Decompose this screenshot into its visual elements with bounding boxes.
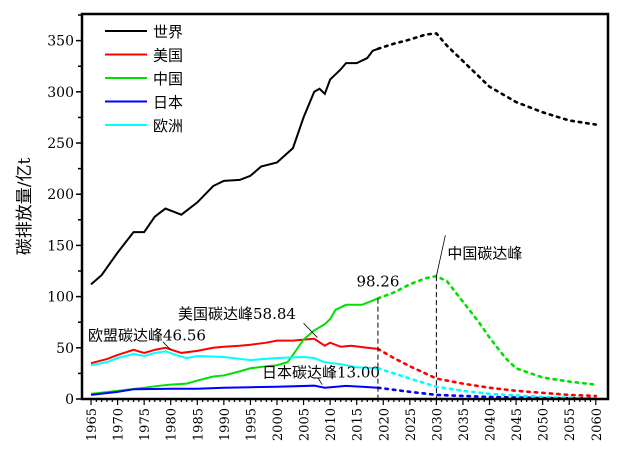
series-projection-美国	[376, 347, 598, 398]
annotation-china-peak: 中国碳达峰	[447, 245, 522, 263]
annotation-china-2019: 98.26	[356, 273, 399, 291]
series-projection-世界	[376, 32, 598, 126]
y-tick-label: 350	[47, 34, 74, 50]
eu-peak-leader	[162, 341, 172, 351]
series-line-欧洲	[90, 350, 378, 370]
x-tick-label: 2005	[298, 408, 313, 441]
x-tick-label: 2000	[271, 408, 286, 441]
legend-label-世界: 世界	[153, 23, 183, 41]
x-tick-label: 2015	[351, 408, 366, 441]
x-tick-label: 1985	[191, 408, 206, 441]
y-tick-label: 200	[47, 187, 74, 203]
legend-label-欧洲: 欧洲	[153, 117, 183, 135]
us-peak-leader	[303, 322, 318, 338]
x-tick-label: 1995	[244, 408, 259, 441]
legend-label-日本: 日本	[153, 94, 183, 112]
series-line-中国	[90, 297, 379, 395]
x-tick-label: 1980	[165, 408, 180, 441]
x-tick-label: 2030	[430, 408, 445, 441]
china-peak-leader	[435, 235, 446, 277]
series-projection-欧洲	[376, 366, 598, 400]
y-tick-label: 300	[47, 85, 74, 101]
series-line-美国	[90, 337, 379, 365]
x-tick-label: 2055	[563, 408, 578, 441]
x-tick-label: 2020	[377, 408, 392, 441]
x-tick-label: 1970	[112, 408, 127, 441]
y-tick-label: 0	[65, 392, 74, 408]
legend-label-中国: 中国	[153, 70, 183, 88]
y-tick-label: 50	[56, 341, 74, 357]
x-tick-label: 2025	[404, 408, 419, 441]
y-tick-label: 250	[47, 136, 74, 152]
x-tick-label: 1975	[138, 408, 153, 441]
x-tick-label: 1965	[85, 408, 100, 441]
annotation-us-peak: 美国碳达峰58.84	[178, 305, 296, 323]
x-tick-label: 2035	[457, 408, 472, 441]
y-axis-label: 碳排放量/亿t	[15, 158, 35, 256]
x-tick-label: 1990	[218, 408, 233, 441]
x-tick-label: 2045	[510, 408, 525, 441]
annotation-eu-peak: 欧盟碳达峰46.56	[88, 327, 206, 345]
plot-frame	[80, 12, 610, 401]
x-tick-label: 2050	[537, 408, 552, 441]
x-tick-label: 2060	[590, 408, 605, 441]
japan-peak-leader	[318, 378, 323, 385]
y-tick-label: 150	[47, 238, 74, 254]
series-projection-中国	[376, 274, 598, 386]
x-tick-label: 2010	[324, 408, 339, 441]
annotation-japan-peak: 日本碳达峰13.00	[262, 363, 380, 381]
y-tick-label: 100	[47, 290, 74, 306]
series-line-世界	[90, 47, 379, 286]
legend-label-美国: 美国	[153, 47, 183, 65]
series-line-日本	[90, 384, 379, 396]
x-tick-label: 2040	[484, 408, 499, 441]
